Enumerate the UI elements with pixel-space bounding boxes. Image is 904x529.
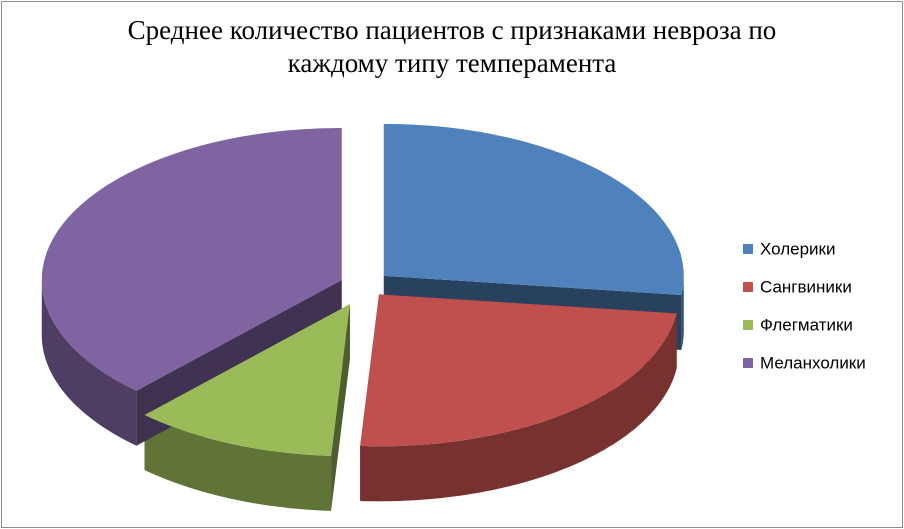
legend-swatch	[743, 282, 753, 292]
legend-label: Меланхолики	[760, 353, 866, 372]
slice-outer-wall	[360, 313, 677, 502]
legend: Холерики Сангвиники Флегматики Меланхолики	[743, 239, 866, 372]
slice	[383, 123, 684, 295]
slice-outer-wall	[144, 414, 332, 511]
legend-swatch	[743, 244, 753, 254]
legend-swatch	[743, 358, 753, 368]
legend-label: Сангвиники	[760, 277, 852, 296]
slice	[41, 127, 342, 391]
slice-outer-wall	[681, 275, 684, 350]
legend-label: Холерики	[760, 239, 836, 258]
slice-tops	[41, 123, 684, 456]
legend-label: Флегматики	[760, 315, 853, 334]
slice	[360, 294, 677, 447]
slice	[144, 304, 350, 456]
legend-swatch	[743, 320, 753, 330]
chart-title: Среднее количество пациентов с признакам…	[127, 15, 777, 78]
slice-outer-wall	[41, 282, 137, 446]
